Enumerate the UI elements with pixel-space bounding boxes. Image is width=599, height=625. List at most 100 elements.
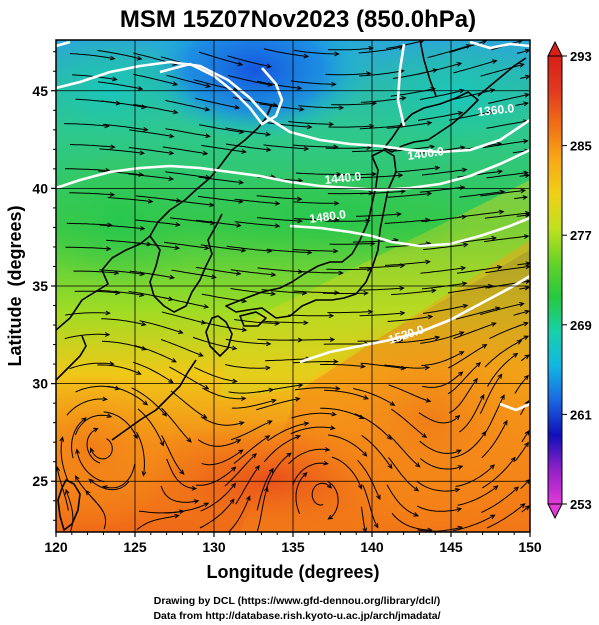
streamline-arrowhead <box>270 272 277 277</box>
streamline-arrowhead <box>456 449 462 455</box>
streamline <box>198 124 244 133</box>
streamline <box>85 490 106 530</box>
streamline-arrowhead <box>265 365 271 371</box>
colorbar-tick-label: 269 <box>570 318 592 333</box>
streamline-arrowhead <box>497 373 503 379</box>
streamline-arrowhead <box>88 478 94 484</box>
streamline-arrowhead <box>237 61 244 67</box>
streamline <box>293 49 339 55</box>
streamline <box>259 103 304 110</box>
streamline-arrowhead <box>169 274 176 280</box>
plot-area: 1400.0 1440.0 1480.0 1360.0 1520.0 <box>56 40 530 532</box>
streamline <box>256 217 302 222</box>
streamline <box>388 457 419 492</box>
streamline <box>132 361 174 384</box>
streamline-arrowhead <box>211 274 217 280</box>
streamline <box>481 420 508 459</box>
streamline <box>101 318 146 326</box>
streamline <box>262 320 308 324</box>
streamline <box>64 123 109 127</box>
streamline <box>288 121 334 125</box>
streamline <box>128 147 174 154</box>
streamline <box>326 268 372 270</box>
streamline-arrowhead <box>524 92 530 98</box>
streamline <box>486 120 528 129</box>
y-tick-label: 30 <box>32 376 48 392</box>
streamline-arrowhead <box>401 95 407 101</box>
streamline-arrowhead <box>231 466 237 472</box>
streamline-arrowhead <box>105 246 112 252</box>
streamline <box>359 70 404 77</box>
streamline-arrowhead <box>333 359 339 364</box>
streamline <box>200 416 244 426</box>
streamline-arrowhead <box>265 131 271 137</box>
streamline <box>423 243 468 251</box>
colorbar-ticks: 293 285 277 269 261 253 <box>562 49 592 512</box>
streamline <box>292 249 338 252</box>
streamline <box>385 242 431 248</box>
coastlines <box>56 40 527 531</box>
streamline-arrowhead <box>141 471 147 477</box>
streamline-arrowhead <box>110 144 116 150</box>
streamline <box>489 322 528 340</box>
streamline <box>458 211 504 218</box>
streamline <box>361 434 393 469</box>
streamline <box>231 399 276 409</box>
streamline-arrowhead <box>454 487 461 493</box>
streamline <box>137 408 164 446</box>
streamline-arrowhead <box>303 320 309 326</box>
streamline <box>456 266 502 274</box>
streamline <box>359 312 405 317</box>
streamline <box>293 290 339 294</box>
streamline-arrowhead <box>147 198 154 204</box>
streamline <box>327 311 373 314</box>
streamline-arrowhead <box>136 55 143 61</box>
streamline <box>480 63 524 77</box>
streamline <box>358 287 404 291</box>
streamline <box>256 398 300 411</box>
streamline <box>195 266 241 275</box>
x-axis-label: Longitude (degrees) <box>206 562 379 582</box>
y-tick-label: 45 <box>32 83 48 99</box>
streamline <box>355 213 401 217</box>
streamline <box>76 449 105 483</box>
streamline <box>98 289 144 296</box>
streamline-arrowhead <box>389 401 396 406</box>
height-contours <box>56 40 530 412</box>
streamline <box>289 339 335 341</box>
streamline <box>56 467 69 511</box>
streamline <box>234 198 280 205</box>
streamline <box>225 143 271 151</box>
streamline-arrowhead <box>235 439 242 444</box>
streamline-arrowhead <box>458 351 465 356</box>
streamline <box>71 417 87 459</box>
contour-label-1360: 1360.0 <box>477 101 515 119</box>
streamline-arrowhead <box>267 420 273 425</box>
streamline-arrowhead <box>513 486 519 492</box>
contour-label-1440: 1440.0 <box>324 169 362 187</box>
contour-north-east <box>469 40 530 50</box>
streamline-arrowhead <box>202 413 208 419</box>
streamline <box>520 354 530 362</box>
streamline <box>329 243 375 245</box>
streamline-arrowhead <box>209 202 215 208</box>
streamline-arrowhead <box>510 456 516 463</box>
streamline <box>328 434 367 457</box>
streamline <box>164 297 209 308</box>
streamline-arrowhead <box>397 173 404 178</box>
streamline-arrowhead <box>327 514 333 520</box>
streamline <box>136 514 179 531</box>
streamline <box>225 338 271 345</box>
streamline-arrowhead <box>198 352 204 357</box>
streamline <box>320 363 365 368</box>
streamline <box>482 457 516 489</box>
streamline-arrowhead <box>85 490 91 496</box>
streamline-arrowhead <box>141 345 147 351</box>
contour-1360 <box>56 40 284 126</box>
streamline-arrowhead <box>424 365 431 371</box>
streamline-arrowhead <box>297 218 303 224</box>
streamline <box>133 103 178 114</box>
streamline <box>227 55 271 68</box>
streamline <box>459 394 485 433</box>
streamline <box>421 216 467 222</box>
